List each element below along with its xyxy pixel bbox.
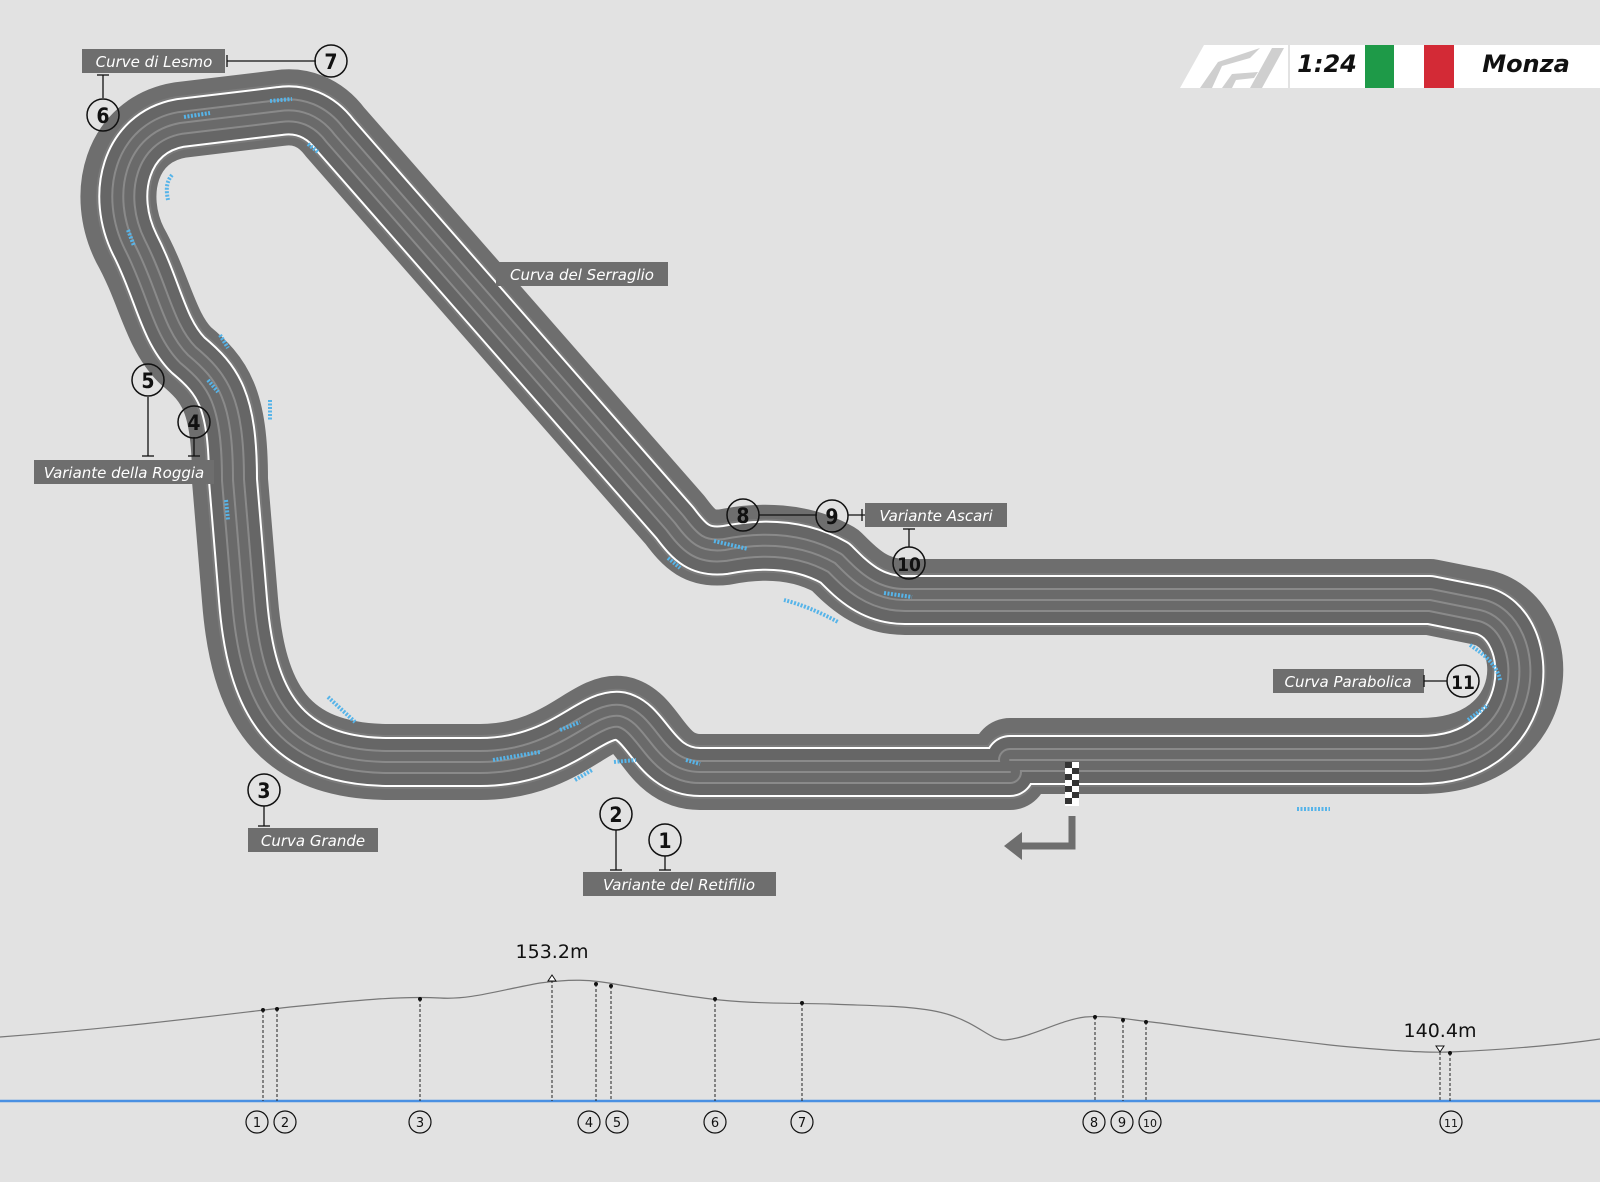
corner-label-parabolica: Curva Parabolica [1273,669,1424,693]
svg-text:9: 9 [1118,1116,1126,1131]
svg-text:11: 11 [1444,1117,1458,1130]
corner-number-3: 3 [247,773,281,807]
elevation-profile: 153.2m 140.4m 1 2 3 4 5 6 7 [0,941,1600,1134]
corner-number-11: 11 [1446,664,1480,698]
min-elevation-label: 140.4m [1404,1020,1477,1042]
svg-text:9: 9 [825,505,838,529]
svg-text:10: 10 [1143,1117,1157,1130]
corner-label-retifilio: Variante del Retifilio [583,872,776,896]
start-finish-line [1065,762,1079,806]
svg-text:3: 3 [257,779,270,803]
race-track [80,69,1564,860]
elevation-marker-5: 5 [605,1110,629,1134]
svg-text:6: 6 [96,104,109,128]
elevation-marker-2: 2 [273,1110,297,1134]
svg-text:3: 3 [416,1116,424,1131]
svg-text:7: 7 [324,50,337,74]
kerbs [126,97,1502,811]
svg-text:1: 1 [658,829,671,853]
corner-number-4: 4 [177,405,211,439]
elevation-marker-3: 3 [408,1110,432,1134]
elevation-marker-1: 1 [245,1110,269,1134]
elevation-marker-6: 6 [703,1110,727,1134]
corner-label-lesmo: Curve di Lesmo [82,49,225,73]
elevation-marker-10: 10 [1138,1110,1162,1134]
svg-text:1: 1 [253,1116,261,1131]
svg-text:4: 4 [187,411,200,435]
svg-text:8: 8 [1090,1116,1098,1131]
max-elevation-label: 153.2m [516,941,589,963]
min-elevation-marker [1435,1045,1445,1053]
elevation-marker-4: 4 [577,1110,601,1134]
svg-text:Curva Grande: Curva Grande [261,832,365,850]
corner-label-roggia: Variante della Roggia [34,460,214,484]
elevation-marker-7: 7 [790,1110,814,1134]
corner-label-serraglio: Curva del Serraglio [496,262,668,286]
svg-text:8: 8 [736,504,749,528]
corner-number-2: 2 [599,797,633,831]
corner-number-6: 6 [86,98,120,132]
scale-label: 1:24 [1297,50,1357,78]
corner-label-grande: Curva Grande [248,828,378,852]
svg-text:Curve di Lesmo: Curve di Lesmo [96,53,213,71]
f1-logo [1200,48,1284,88]
svg-text:Variante della Roggia: Variante della Roggia [44,464,204,482]
corner-number-7: 7 [314,44,348,78]
elevation-marker-9: 9 [1110,1110,1134,1134]
callout-leaders [97,55,1447,871]
svg-text:6: 6 [711,1116,719,1131]
italy-flag [1365,45,1454,88]
svg-text:4: 4 [585,1116,593,1131]
corner-number-5: 5 [131,363,165,397]
svg-text:Variante del Retifilio: Variante del Retifilio [603,876,755,894]
svg-text:7: 7 [798,1116,806,1131]
corner-number-9: 9 [815,499,849,533]
svg-text:Curva del Serraglio: Curva del Serraglio [510,266,654,284]
svg-text:11: 11 [1451,672,1475,694]
svg-text:2: 2 [281,1116,289,1131]
header-bar: 1:24 Monza [1180,45,1600,88]
svg-text:5: 5 [613,1116,621,1131]
svg-text:5: 5 [141,369,154,393]
svg-text:Curva Parabolica: Curva Parabolica [1284,673,1411,691]
max-elevation-marker [547,974,557,982]
direction-arrow-icon [1004,816,1076,860]
corner-number-1: 1 [648,823,682,857]
corner-label-ascari: Variante Ascari [865,503,1007,527]
svg-text:Variante Ascari: Variante Ascari [879,507,993,525]
circuit-name: Monza [1482,50,1570,78]
svg-text:10: 10 [897,554,921,576]
corner-number-8: 8 [726,498,760,532]
elevation-marker-8: 8 [1082,1110,1106,1134]
svg-text:2: 2 [609,803,622,827]
corner-number-10: 10 [892,546,926,580]
elevation-marker-11: 11 [1439,1110,1463,1134]
